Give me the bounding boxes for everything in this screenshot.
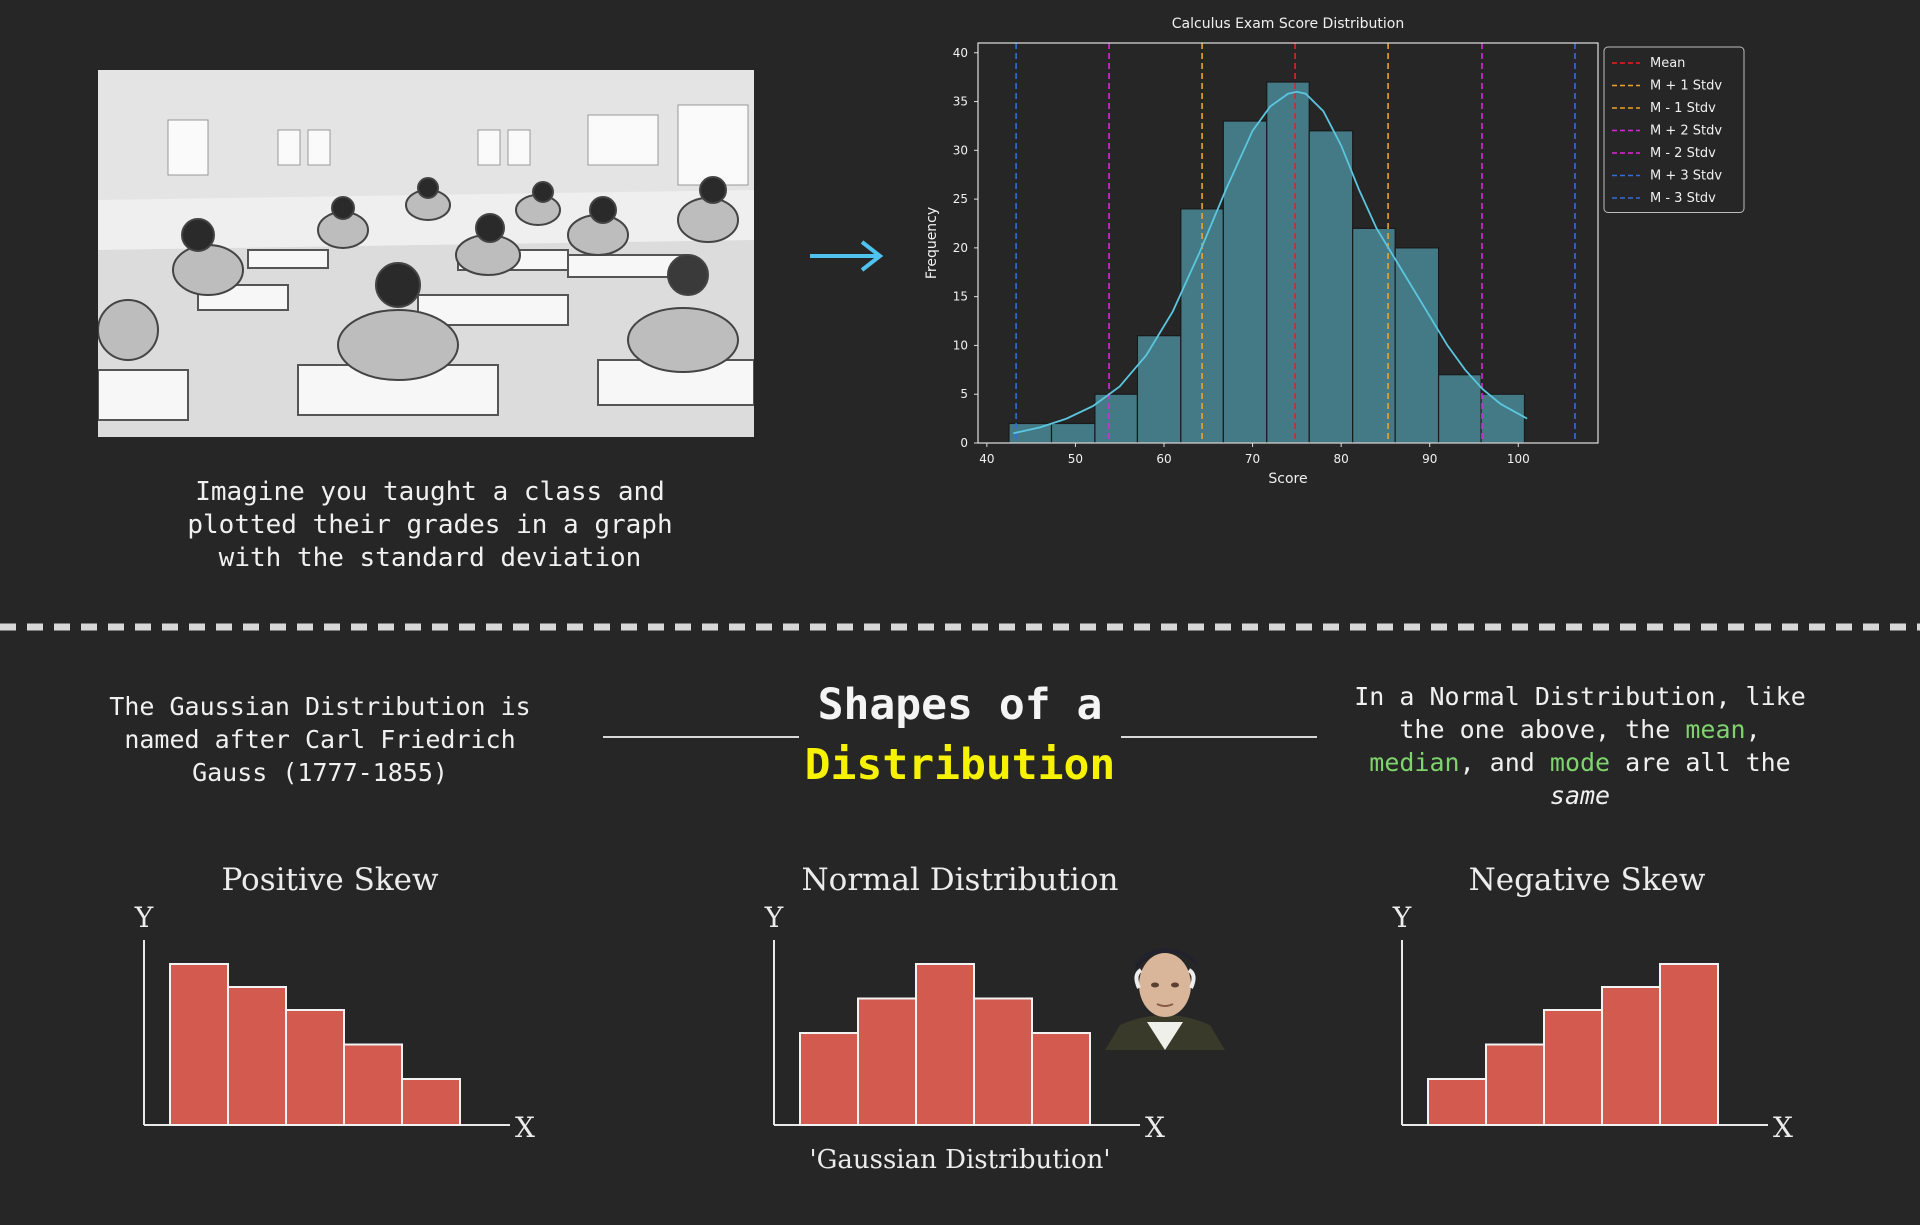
normal-note: In a Normal Distribution, like the one a… [1310,680,1850,812]
negative-skew-title: Negative Skew [1468,862,1706,898]
skew-bar [227,986,287,1126]
legend-entry: M - 1 Stdv [1650,101,1716,116]
normal-distribution-title: Normal Distribution [801,862,1119,898]
legend-entry: M + 3 Stdv [1650,169,1722,184]
normal-note-text-b: , and [1459,748,1550,777]
normal-note-line-1: In a Normal Distribution, like [1354,682,1806,711]
y-tick-label: 0 [960,436,968,450]
skew-bar [1601,986,1661,1126]
negative-skew-chart: YX [1392,901,1793,1144]
y-axis-label: Y [764,901,784,934]
y-tick-label: 30 [953,143,968,157]
x-axis-label: X [1773,1111,1793,1144]
skew-bar [857,997,917,1126]
section-title: Shapes of a [817,680,1103,730]
normal-note-text-c: are all the [1610,748,1791,777]
x-tick-label: 60 [1156,452,1171,466]
x-tick-label: 70 [1245,452,1260,466]
skew-bar [1485,1043,1545,1126]
skew-bar [1543,1009,1603,1126]
histogram-bar [1094,393,1139,444]
skew-bar [915,963,975,1126]
gauss-note: The Gaussian Distribution is named after… [90,690,550,789]
skew-bar [1031,1032,1091,1126]
y-tick-label: 10 [953,338,968,352]
x-axis-label: X [515,1111,535,1144]
normal-note-line-2: the one above, the mean, [1310,713,1850,746]
histogram-bar [1222,120,1268,444]
x-tick-label: 90 [1422,452,1437,466]
normal-note-text-a: the one above, the [1399,715,1686,744]
skew-bar [1427,1078,1487,1126]
gaussian-distribution-label: 'Gaussian Distribution' [809,1145,1111,1175]
classroom-illustration [98,70,754,437]
skew-bar [169,963,229,1126]
gauss-portrait [1105,948,1225,1050]
y-tick-label: 35 [953,95,968,109]
median-highlight: median [1369,748,1460,777]
normal-note-comma: , [1745,715,1761,744]
title-rule-right [1121,736,1317,738]
mode-highlight: mode [1549,748,1611,777]
classroom-drawing [98,70,754,437]
histogram-bar [1394,247,1440,444]
y-tick-label: 25 [953,192,968,206]
histogram-bar [1136,335,1182,444]
mean-highlight: mean [1685,715,1746,744]
legend-entry: M - 2 Stdv [1650,146,1716,161]
y-tick-label: 15 [953,290,968,304]
dashed-separator [0,623,1920,631]
legend-entry: M + 2 Stdv [1650,124,1722,139]
y-axis-label: Y [1392,901,1412,934]
histogram-bar [1480,393,1526,444]
y-tick-label: 20 [953,241,968,255]
positive-skew-title: Positive Skew [221,862,439,898]
arrow-right-icon [810,240,884,272]
kde-curve [1013,90,1528,435]
intro-line-1: Imagine you taught a class and [195,477,665,507]
skew-bar [973,997,1033,1126]
intro-caption: Imagine you taught a class and plotted t… [150,476,710,575]
x-tick-label: 50 [1068,452,1083,466]
section-title-highlight: Distribution [804,740,1116,790]
histogram-bar [1437,374,1482,444]
x-axis-label: X [1145,1111,1165,1144]
legend-box [1603,46,1745,213]
gauss-note-line-2: named after Carl Friedrich [124,725,516,754]
legend-entry: M - 3 Stdv [1650,191,1716,206]
gauss-note-line-3: Gauss (1777-1855) [192,758,448,787]
skew-bar [401,1078,461,1126]
intro-line-2: plotted their grades in a graph [187,510,673,540]
x-tick-label: 80 [1334,452,1349,466]
intro-line-3: with the standard deviation [218,543,642,573]
skew-bar [1659,963,1719,1126]
histogram-bar [1266,81,1310,444]
x-tick-label: 100 [1507,452,1530,466]
skew-bar [343,1043,403,1126]
chart-title: Calculus Exam Score Distribution [1172,16,1404,32]
skew-bar [285,1009,345,1126]
histogram-bar [1308,130,1354,444]
histogram-bar [1050,422,1096,444]
y-tick-label: 5 [960,387,968,401]
y-tick-label: 40 [953,46,968,60]
skew-bar [799,1032,859,1126]
plot-frame [977,42,1599,444]
x-axis-label: Score [1268,471,1307,487]
normal-note-line-3: median, and mode are all the [1310,746,1850,779]
gauss-note-line-1: The Gaussian Distribution is [109,692,531,721]
title-rule-left [603,736,799,738]
y-axis-label: Y [134,901,154,934]
normal-distribution-chart: YX [764,901,1165,1144]
legend-entry: Mean [1650,56,1685,71]
x-tick-label: 40 [979,452,994,466]
normal-note-same: same [1549,781,1611,810]
positive-skew-chart: YX [134,901,535,1144]
legend-entry: M + 1 Stdv [1650,79,1722,94]
y-axis-label: Frequency [924,207,940,279]
